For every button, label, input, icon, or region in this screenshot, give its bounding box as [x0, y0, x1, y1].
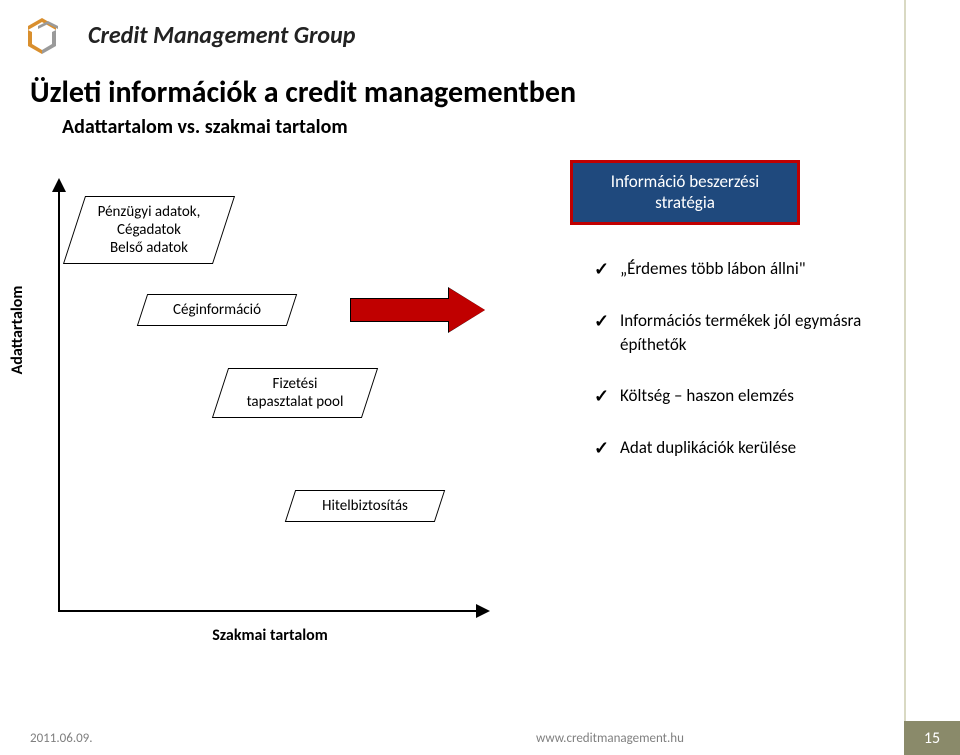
bullet-item: Adat duplikációk kerülése — [590, 436, 910, 460]
box-penzugyi: Pénzügyi adatok, Cégadatok Belső adatok — [63, 196, 235, 264]
box-penzugyi-line2: Cégadatok — [117, 221, 181, 239]
box-hitel: Hitelbiztosítás — [285, 490, 445, 522]
company-name: Credit Management Group — [88, 21, 355, 50]
bullet-item: Információs termékek jól egymásra építhe… — [590, 309, 910, 357]
bullet-item: „Érdemes több lábon állni" — [590, 257, 910, 281]
slide-title: Üzleti információk a credit managementbe… — [0, 68, 960, 111]
company-logo — [20, 12, 76, 58]
footer-date: 2011.06.09. — [0, 731, 320, 746]
info-strategy-box: Információ beszerzési stratégia — [570, 160, 800, 225]
slide-subtitle: Adattartalom vs. szakmai tartalom — [0, 111, 960, 139]
x-axis-label: Szakmai tartalom — [170, 626, 370, 645]
page-number-badge: 15 — [900, 721, 960, 755]
info-box-line2: stratégia — [655, 192, 715, 213]
box-ceginfo: Céginformáció — [137, 294, 297, 326]
y-axis-label: Adattartalom — [8, 270, 27, 390]
y-axis — [58, 180, 60, 610]
footer: 2011.06.09. www.creditmanagement.hu 15 — [0, 721, 960, 755]
red-arrow-icon — [350, 288, 490, 332]
box-ceginfo-line1: Céginformáció — [173, 301, 261, 319]
info-box-line1: Információ beszerzési — [611, 171, 759, 192]
box-fizetesi: Fizetési tapasztalat pool — [212, 368, 378, 418]
page-number: 15 — [924, 729, 940, 748]
x-axis — [58, 610, 478, 612]
box-penzugyi-line1: Pénzügyi adatok, — [98, 203, 201, 221]
bullets-list: „Érdemes több lábon állni" Információs t… — [550, 257, 910, 488]
diagram: Adattartalom Szakmai tartalom Pénzügyi a… — [30, 180, 930, 640]
box-hitel-line1: Hitelbiztosítás — [322, 497, 408, 515]
box-penzugyi-line3: Belső adatok — [110, 239, 188, 257]
x-axis-arrow-icon — [476, 604, 490, 618]
box-fizetesi-line1: Fizetési — [273, 375, 318, 393]
box-fizetesi-line2: tapasztalat pool — [247, 393, 344, 411]
bullet-item: Költség – haszon elemzés — [590, 384, 910, 408]
header: Credit Management Group — [0, 0, 960, 68]
footer-url: www.creditmanagement.hu — [320, 731, 900, 746]
